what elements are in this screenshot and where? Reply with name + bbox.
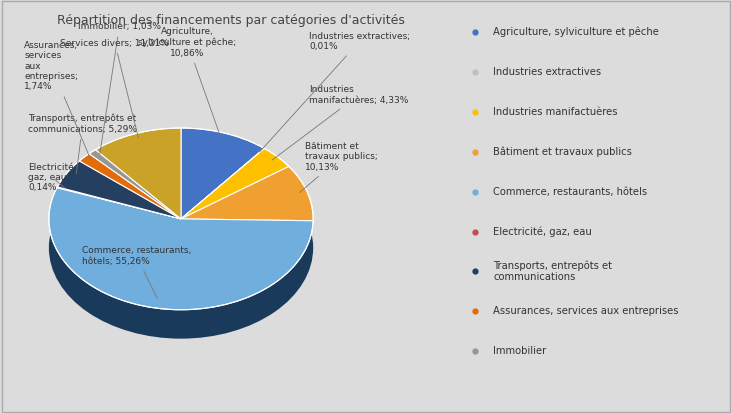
Text: Transports, entrepôts et
communications: Transports, entrepôts et communications	[493, 260, 613, 282]
Text: Industries extractives: Industries extractives	[493, 67, 602, 77]
Text: Commerce, restaurants,
hôtels; 55,26%: Commerce, restaurants, hôtels; 55,26%	[82, 247, 191, 299]
Text: Assurances, services aux entreprises: Assurances, services aux entreprises	[493, 306, 679, 316]
Ellipse shape	[49, 157, 313, 339]
Text: Electricité,
gaz, eau;
0,14%: Electricité, gaz, eau; 0,14%	[29, 163, 77, 192]
Text: Industries manifactuères: Industries manifactuères	[493, 107, 618, 117]
Text: Industries
manifactuères; 4,33%: Industries manifactuères; 4,33%	[272, 85, 408, 160]
Polygon shape	[49, 188, 313, 310]
Text: Commerce, restaurants, hôtels: Commerce, restaurants, hôtels	[493, 187, 648, 197]
Polygon shape	[89, 150, 181, 219]
Text: Bâtiment et
travaux publics;
10,13%: Bâtiment et travaux publics; 10,13%	[299, 142, 378, 192]
Text: Répartition des financements par catégories d'activités: Répartition des financements par catégor…	[56, 14, 405, 27]
Text: Agriculture, sylviculture et pêche: Agriculture, sylviculture et pêche	[493, 27, 660, 37]
Polygon shape	[181, 128, 264, 219]
Polygon shape	[181, 148, 264, 219]
Text: Transports, entrepôts et
communications; 5,29%: Transports, entrepôts et communications;…	[29, 114, 137, 174]
Polygon shape	[95, 128, 181, 219]
Polygon shape	[181, 166, 313, 221]
Polygon shape	[79, 154, 181, 219]
Text: Immobilier; 1,03%: Immobilier; 1,03%	[78, 22, 161, 154]
Text: Agriculture,
sylviculture et pêche;
10,86%: Agriculture, sylviculture et pêche; 10,8…	[138, 27, 236, 138]
Polygon shape	[57, 187, 181, 219]
Text: Industries extractives;
0,01%: Industries extractives; 0,01%	[260, 32, 410, 152]
Polygon shape	[181, 148, 289, 219]
Text: Bâtiment et travaux publics: Bâtiment et travaux publics	[493, 147, 632, 157]
Text: Electricité, gaz, eau: Electricité, gaz, eau	[493, 226, 592, 237]
Text: Assurances,
services
aux
entreprises;
1,74%: Assurances, services aux entreprises; 1,…	[24, 41, 91, 159]
Text: Services divers; 11,21%: Services divers; 11,21%	[61, 39, 169, 138]
Polygon shape	[57, 161, 181, 219]
Text: Immobilier: Immobilier	[493, 346, 547, 356]
